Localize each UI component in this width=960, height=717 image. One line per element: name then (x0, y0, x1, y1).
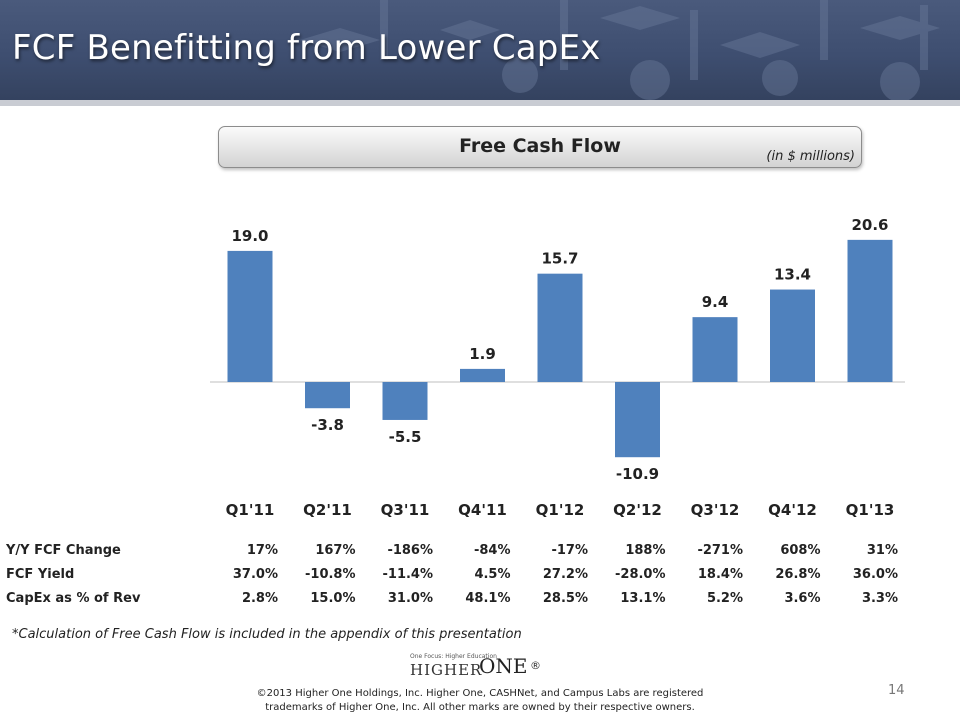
data-label-Q1'13: 20.6 (851, 216, 888, 234)
table-cell: 27.2% (542, 567, 588, 582)
x-tick-Q1'13: Q1'13 (846, 501, 895, 519)
table-cell: 608% (780, 543, 821, 558)
data-label-Q1'11: 19.0 (231, 227, 268, 245)
table-cell: 31.0% (387, 591, 433, 606)
chart-title: Free Cash Flow (459, 135, 621, 157)
free-cash-flow-chart: 19.0 Q1'11 -3.8 Q2'11 -5.5 Q3'11 1.9 Q4'11 15.7 Q… (210, 216, 905, 519)
data-label-Q3'12: 9.4 (702, 293, 729, 311)
table-cell: 48.1% (465, 591, 511, 606)
bar-Q3'11 (382, 382, 428, 420)
copyright-line-2: trademarks of Higher One, Inc. All other… (265, 702, 695, 713)
x-tick-Q3'11: Q3'11 (381, 501, 430, 519)
table-row-label: CapEx as % of Rev (6, 591, 141, 606)
page-title: FCF Benefitting from Lower CapEx (12, 28, 601, 68)
table-row-label: Y/Y FCF Change (6, 543, 121, 558)
bar-Q1'11 (227, 250, 273, 382)
x-tick-Q3'12: Q3'12 (691, 501, 740, 519)
bar-Q3'12 (692, 317, 738, 382)
x-tick-Q1'11: Q1'11 (226, 501, 275, 519)
table-cell: 36.0% (852, 567, 898, 582)
table-cell: 167% (315, 543, 356, 558)
bar-Q1'12 (537, 273, 583, 382)
table-cell: 13.1% (620, 591, 666, 606)
bar-Q2'11 (305, 382, 350, 409)
table-cell: 4.5% (474, 567, 511, 582)
table-cell: -11.4% (382, 567, 434, 582)
higher-one-logo: One Focus: Higher Education HIGHER ONE ® (410, 653, 550, 683)
chart-title-box: Free Cash Flow (in $ millions) (218, 126, 862, 168)
table-cell: 188% (625, 543, 666, 558)
table-cell: -186% (387, 543, 433, 558)
data-label-Q2'11: -3.8 (311, 416, 344, 434)
data-label-Q4'11: 1.9 (469, 345, 496, 363)
graduation-crowd-graphic (300, 0, 940, 100)
logo-word-higher: HIGHER (410, 661, 483, 679)
table-cell: -28.0% (615, 567, 666, 582)
registered-mark: ® (530, 659, 541, 672)
bar-Q4'11 (460, 368, 505, 382)
page-number: 14 (888, 683, 905, 698)
data-label-Q3'11: -5.5 (389, 428, 422, 446)
table-cell: -84% (473, 543, 511, 558)
x-tick-Q4'12: Q4'12 (768, 501, 817, 519)
table-cell: 3.3% (861, 591, 898, 606)
x-tick-Q4'11: Q4'11 (458, 501, 507, 519)
table-cell: 15.0% (310, 591, 356, 606)
table-cell: 3.6% (784, 591, 821, 606)
table-cell: 5.2% (706, 591, 743, 606)
bar-Q2'12 (615, 382, 660, 458)
logo-tagline: One Focus: Higher Education (410, 653, 497, 660)
table-cell: 26.8% (775, 567, 821, 582)
header-banner: FCF Benefitting from Lower CapEx (0, 0, 960, 100)
chart-unit-label: (in $ millions) (766, 149, 855, 164)
table-cell: -10.8% (305, 567, 356, 582)
table-cell: 31% (866, 543, 898, 558)
copyright-line-1: ©2013 Higher One Holdings, Inc. Higher O… (256, 688, 704, 699)
banner-divider (0, 100, 960, 106)
x-tick-Q1'12: Q1'12 (536, 501, 585, 519)
data-label-Q2'12: -10.9 (616, 465, 659, 483)
logo-word-one: ONE (479, 654, 528, 678)
footnote: *Calculation of Free Cash Flow is includ… (12, 627, 522, 642)
table-cell: -17% (551, 543, 588, 558)
x-tick-Q2'12: Q2'12 (613, 501, 662, 519)
table-cell: 2.8% (241, 591, 278, 606)
table-cell: -271% (697, 543, 743, 558)
table-cell: 28.5% (542, 591, 588, 606)
table-cell: 37.0% (232, 567, 278, 582)
x-tick-Q2'11: Q2'11 (303, 501, 352, 519)
copyright-notice: ©2013 Higher One Holdings, Inc. Higher O… (0, 687, 960, 715)
table-row-label: FCF Yield (6, 567, 75, 582)
bar-Q1'13 (847, 239, 893, 382)
table-cell: 18.4% (697, 567, 743, 582)
table-cell: 17% (246, 543, 278, 558)
bar-Q4'12 (770, 289, 815, 382)
data-label-Q4'12: 13.4 (774, 266, 811, 284)
data-label-Q1'12: 15.7 (541, 250, 578, 268)
